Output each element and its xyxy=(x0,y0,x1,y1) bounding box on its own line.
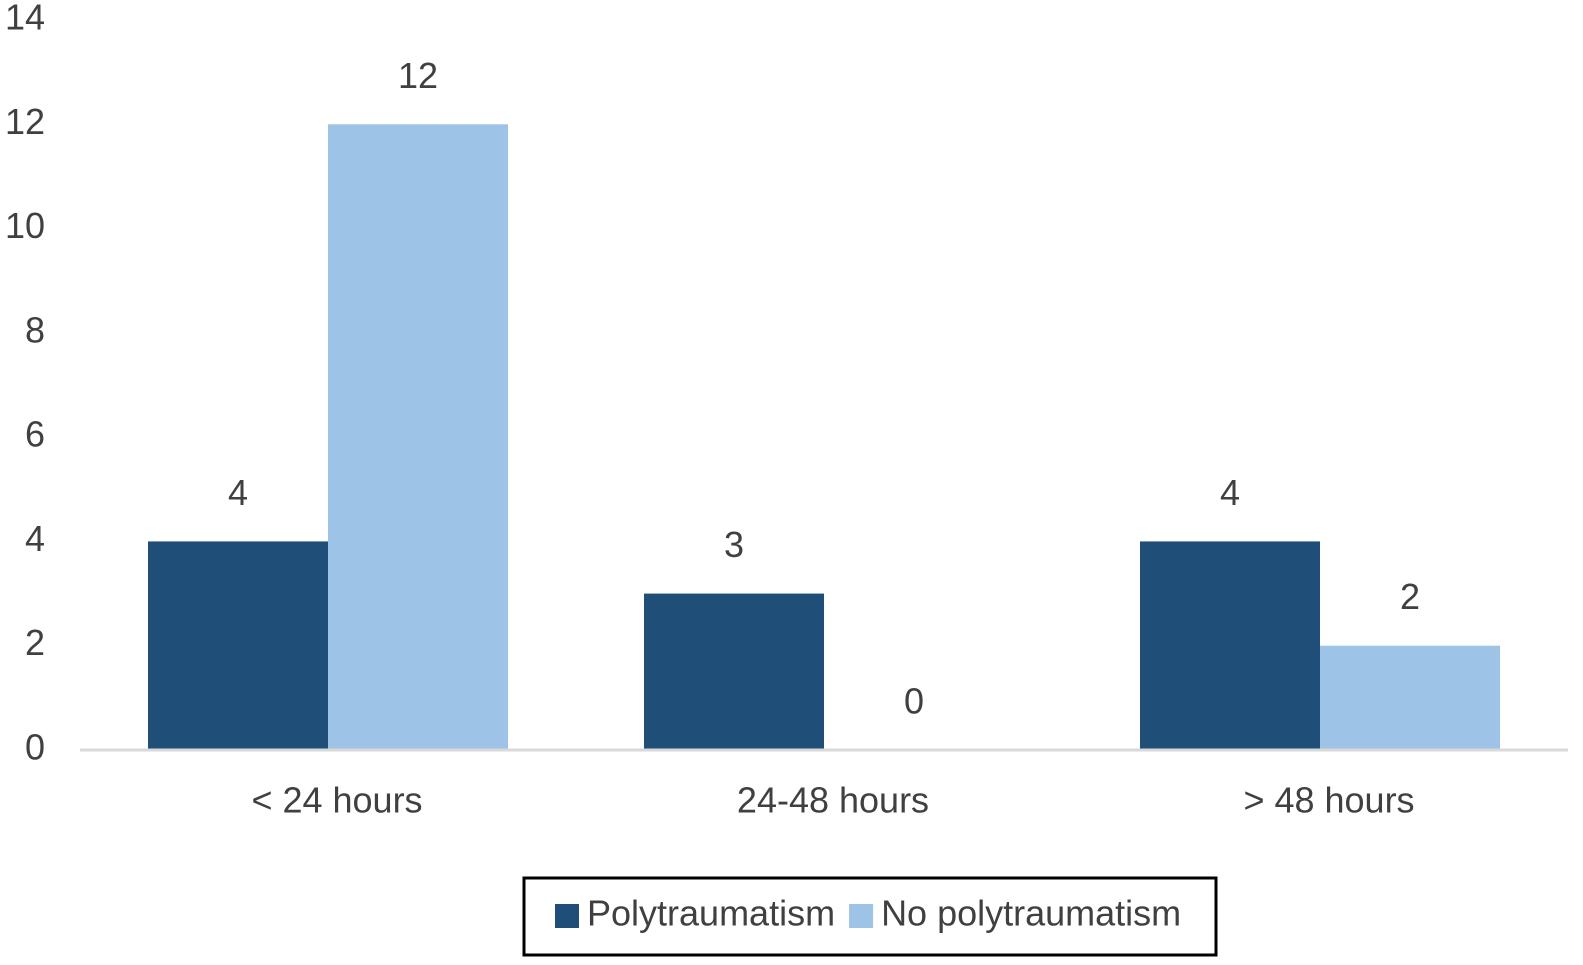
y-tick-label: 4 xyxy=(25,518,45,559)
data-label: 3 xyxy=(724,524,744,565)
legend-swatch xyxy=(555,904,579,928)
bar xyxy=(148,541,328,750)
bar xyxy=(644,593,824,750)
y-tick-label: 10 xyxy=(5,205,45,246)
bar xyxy=(1320,645,1500,750)
x-tick-label: < 24 hours xyxy=(251,780,422,821)
data-label: 4 xyxy=(1220,472,1240,513)
legend-swatch xyxy=(849,904,874,928)
x-tick-label: > 48 hours xyxy=(1243,780,1414,821)
y-tick-label: 6 xyxy=(25,414,45,455)
y-tick-label: 0 xyxy=(25,727,45,768)
y-tick-label: 2 xyxy=(25,622,45,663)
data-label: 4 xyxy=(228,472,248,513)
y-tick-label: 12 xyxy=(5,101,45,142)
data-label: 12 xyxy=(398,55,438,96)
x-tick-label: 24-48 hours xyxy=(737,780,929,821)
data-label: 2 xyxy=(1400,576,1420,617)
bar xyxy=(1140,541,1320,750)
legend-label: No polytraumatism xyxy=(881,893,1181,934)
data-label: 0 xyxy=(904,681,924,722)
legend-label: Polytraumatism xyxy=(587,893,835,934)
bar xyxy=(328,124,508,751)
y-tick-label: 14 xyxy=(5,0,45,38)
y-tick-label: 8 xyxy=(25,309,45,350)
